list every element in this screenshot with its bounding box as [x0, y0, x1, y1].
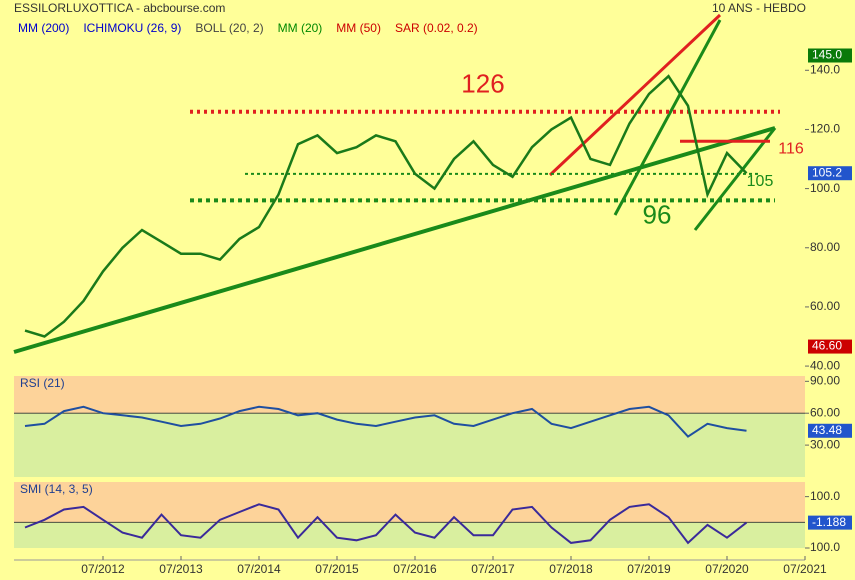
y-tick-label: 40.00 — [810, 358, 840, 372]
price-tag-label: 105.2 — [812, 165, 842, 179]
panel-background — [14, 376, 805, 477]
series-line — [24, 405, 747, 438]
legend-entry: MM (200) — [18, 21, 69, 35]
period: 10 ANS - HEBDO — [712, 1, 806, 15]
x-tick-label: 07/2016 — [393, 562, 437, 576]
y-tick-label: 60.00 — [810, 299, 840, 313]
price-tag — [808, 48, 852, 63]
trend-line — [548, 13, 722, 177]
y-tick-label: 100.0 — [810, 181, 840, 195]
level-label: 96 — [643, 199, 672, 229]
x-tick-label: 07/2021 — [783, 562, 827, 576]
x-tick-label: 07/2013 — [159, 562, 203, 576]
level-label: 116 — [778, 140, 804, 157]
y-tick-label: 80.00 — [810, 240, 840, 254]
level-label: 105 — [747, 173, 774, 190]
x-tick-label: 07/2014 — [237, 562, 281, 576]
price-tag — [808, 166, 852, 181]
legend-entry: MM (50) — [336, 21, 381, 35]
x-tick-label: 07/2020 — [705, 562, 749, 576]
x-tick-label: 07/2018 — [549, 562, 593, 576]
x-tick-label: 07/2012 — [81, 562, 125, 576]
legend-entry: SAR (0.02, 0.2) — [395, 21, 478, 35]
series-line — [24, 503, 748, 545]
legend-entry: MM (20) — [278, 21, 323, 35]
x-tick-label: 07/2015 — [315, 562, 359, 576]
trend-line — [613, 19, 722, 216]
trend-line — [13, 126, 776, 354]
price-tag — [808, 339, 852, 354]
price-tag-label: 145.0 — [812, 48, 842, 62]
series-line — [24, 74, 748, 338]
chart-title: ESSILORLUXOTTICA - abcbourse.com — [14, 1, 225, 15]
x-tick-label: 07/2017 — [471, 562, 515, 576]
price-tag-label: -1.188 — [812, 515, 846, 529]
y-tick-label: -100.0 — [806, 540, 840, 554]
y-tick-label: 90.00 — [810, 373, 840, 387]
x-tick-label: 07/2019 — [627, 562, 671, 576]
y-tick-label: 30.00 — [810, 437, 840, 451]
price-tag-label: 46.60 — [812, 339, 842, 353]
level-label: 126 — [461, 69, 504, 99]
price-tag-label: 43.48 — [812, 423, 842, 437]
legend-entry: SMI (14, 3, 5) — [20, 482, 93, 496]
legend-entry: RSI (21) — [20, 376, 65, 390]
legend-entry: ICHIMOKU (26, 9) — [83, 21, 181, 35]
y-tick-label: 100.0 — [810, 489, 840, 503]
trend-line — [693, 127, 777, 231]
y-tick-label: 60.00 — [810, 405, 840, 419]
legend-entry: BOLL (20, 2) — [195, 21, 263, 35]
price-tag — [808, 515, 852, 530]
price-tag — [808, 423, 852, 438]
y-tick-label: 120.0 — [810, 122, 840, 136]
y-tick-label: 140.0 — [810, 62, 840, 76]
panel-background — [14, 482, 805, 548]
